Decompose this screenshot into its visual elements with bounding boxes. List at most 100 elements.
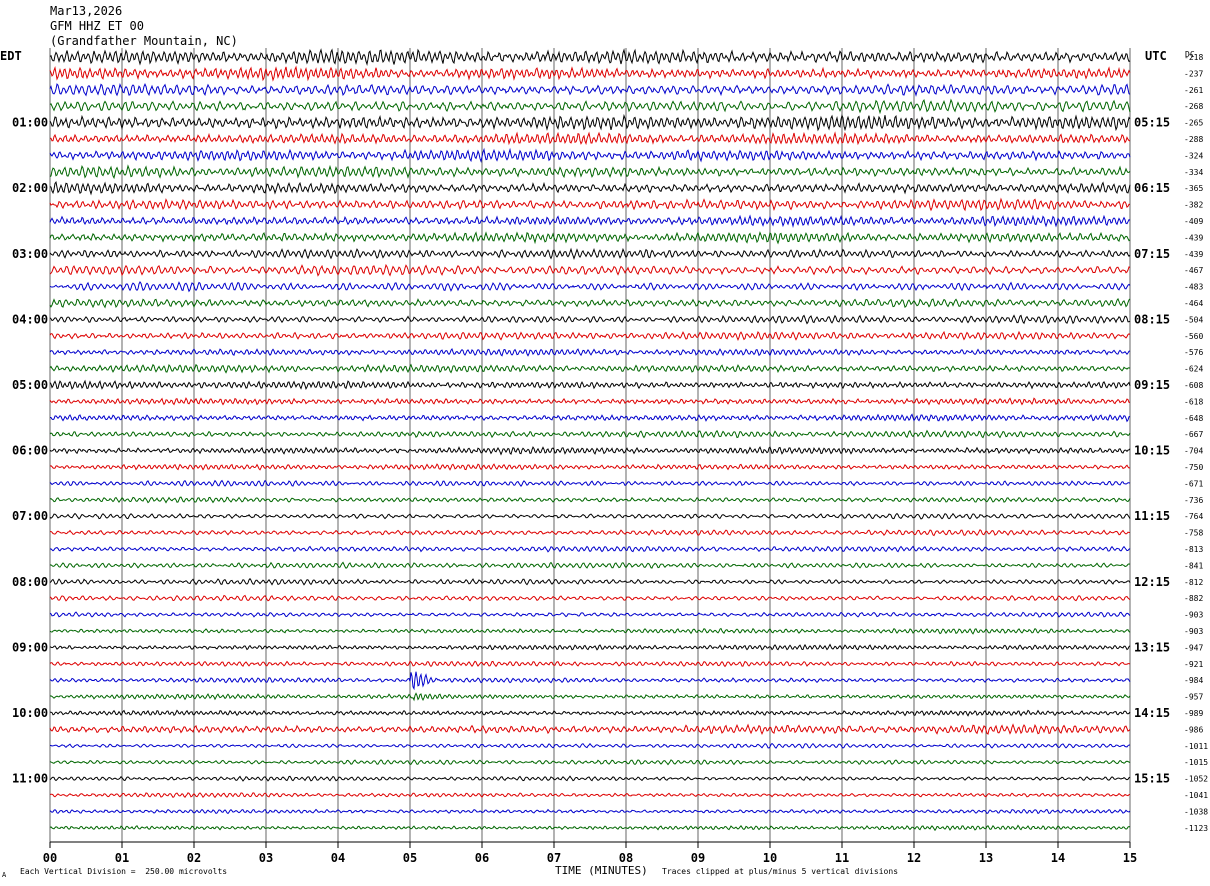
dc-offset-label: -237: [1184, 69, 1203, 78]
edt-hour-label: 01:00: [12, 116, 48, 130]
utc-hour-label: 10:15: [1134, 444, 1170, 458]
x-tick-label: 09: [691, 851, 705, 865]
x-tick-label: 03: [259, 851, 273, 865]
edt-hour-label: 07:00: [12, 509, 48, 523]
dc-offset-label: -882: [1184, 594, 1203, 603]
dc-offset-label: -365: [1184, 184, 1203, 193]
dc-offset-label: -812: [1184, 578, 1203, 587]
trace-row-12: [49, 247, 1131, 261]
dc-offset-label: -1015: [1184, 758, 1208, 767]
trace-row-42: [49, 742, 1131, 749]
dc-offset-label: -903: [1184, 611, 1203, 620]
trace-row-40: [49, 709, 1131, 717]
x-tick-label: 14: [1051, 851, 1065, 865]
utc-hour-label: 09:15: [1134, 378, 1170, 392]
edt-hour-label: 03:00: [12, 247, 48, 261]
edt-hour-label: 08:00: [12, 575, 48, 589]
trace-row-38: [49, 671, 1131, 691]
dc-offset-label: -986: [1184, 725, 1203, 734]
trace-row-30: [49, 545, 1131, 553]
dc-offset-label: -268: [1184, 102, 1203, 111]
dc-offset-label: -1123: [1184, 824, 1208, 833]
x-tick-label: 05: [403, 851, 417, 865]
x-tick-label: 00: [43, 851, 57, 865]
trace-row-46: [49, 808, 1131, 815]
dc-offset-label: -841: [1184, 561, 1203, 570]
trace-row-36: [49, 643, 1131, 651]
trace-row-33: [49, 594, 1131, 602]
utc-zone-label: UTC: [1145, 49, 1167, 63]
edt-hour-label: 02:00: [12, 181, 48, 195]
trace-row-0: [49, 48, 1131, 67]
dc-offset-label: -671: [1184, 479, 1203, 488]
dc-offset-label: -467: [1184, 266, 1203, 275]
dc-offset-label: -439: [1184, 250, 1203, 259]
date-label: Mar13,2026: [50, 4, 123, 18]
x-tick-label: 12: [907, 851, 921, 865]
trace-row-18: [49, 347, 1131, 357]
trace-row-26: [49, 479, 1131, 487]
dc-offset-label: -288: [1184, 135, 1203, 144]
dc-offset-label: -618: [1184, 397, 1203, 406]
trace-row-22: [50, 413, 1131, 423]
trace-row-31: [49, 561, 1131, 569]
edt-hour-labels: 01:00 02:00 03:00 04:00 05:00 06:00 07:00 08:00…: [12, 116, 48, 786]
trace-row-14: [49, 281, 1131, 293]
trace-row-32: [49, 577, 1131, 586]
edt-hour-label: 09:00: [12, 640, 48, 654]
trace-row-11: [49, 231, 1131, 245]
dc-offset-label: -648: [1184, 414, 1203, 423]
x-tick-label: 01: [115, 851, 129, 865]
trace-row-15: [49, 297, 1131, 309]
trace-row-44: [49, 775, 1131, 782]
dc-offset-label: -218: [1184, 53, 1203, 62]
trace-row-47: [49, 824, 1131, 832]
trace-row-20: [49, 379, 1131, 391]
x-tick-label: 06: [475, 851, 489, 865]
dc-offset-labels: -218 -237 -261 -268 -265 -288 -324 -334 -365 -382…: [1184, 53, 1208, 833]
trace-row-28: [49, 512, 1131, 520]
trace-row-9: [49, 197, 1131, 212]
dc-offset-label: -903: [1184, 627, 1203, 636]
x-axis-ticks: 00 01 02 03 04 05 06 07 08 09 10 11 12 13 14 15: [43, 841, 1137, 865]
trace-row-23: [49, 429, 1131, 439]
dc-offset-label: -261: [1184, 86, 1203, 95]
minute-gridlines: [49, 48, 1131, 842]
dc-offset-label: -608: [1184, 381, 1203, 390]
trace-row-41: [49, 723, 1131, 735]
dc-offset-label: -667: [1184, 430, 1203, 439]
dc-offset-label: -736: [1184, 496, 1203, 505]
trace-row-27: [49, 496, 1131, 504]
location-label: (Grandfather Mountain, NC): [50, 34, 238, 48]
trace-row-34: [49, 611, 1131, 618]
trace-row-10: [49, 214, 1131, 228]
dc-offset-label: -334: [1184, 168, 1203, 177]
edt-hour-label: 06:00: [12, 444, 48, 458]
x-tick-label: 04: [331, 851, 345, 865]
dc-offset-label: -704: [1184, 447, 1203, 456]
utc-hour-label: 11:15: [1134, 509, 1170, 523]
utc-hour-label: 08:15: [1134, 312, 1170, 326]
dc-offset-label: -750: [1184, 463, 1203, 472]
trace-row-1: [49, 65, 1131, 82]
x-tick-label: 07: [547, 851, 561, 865]
trace-row-16: [49, 314, 1131, 325]
trace-row-17: [49, 330, 1131, 341]
scale-note: Each Vertical Division = 250.00 microvol…: [20, 867, 228, 876]
trace-row-13: [49, 263, 1131, 277]
x-tick-label: 02: [187, 851, 201, 865]
utc-hour-label: 13:15: [1134, 640, 1170, 654]
trace-row-39: [49, 692, 1131, 702]
dc-offset-label: -921: [1184, 660, 1203, 669]
utc-hour-label: 15:15: [1134, 772, 1170, 786]
x-axis-label: TIME (MINUTES): [555, 864, 648, 877]
trace-row-25: [49, 463, 1131, 471]
edt-hour-label: 05:00: [12, 378, 48, 392]
utc-hour-label: 12:15: [1134, 575, 1170, 589]
utc-hour-label: 14:15: [1134, 706, 1170, 720]
trace-row-35: [49, 627, 1131, 635]
dc-offset-label: -1041: [1184, 791, 1208, 800]
utc-hour-label: 07:15: [1134, 247, 1170, 261]
dc-offset-label: -439: [1184, 233, 1203, 242]
